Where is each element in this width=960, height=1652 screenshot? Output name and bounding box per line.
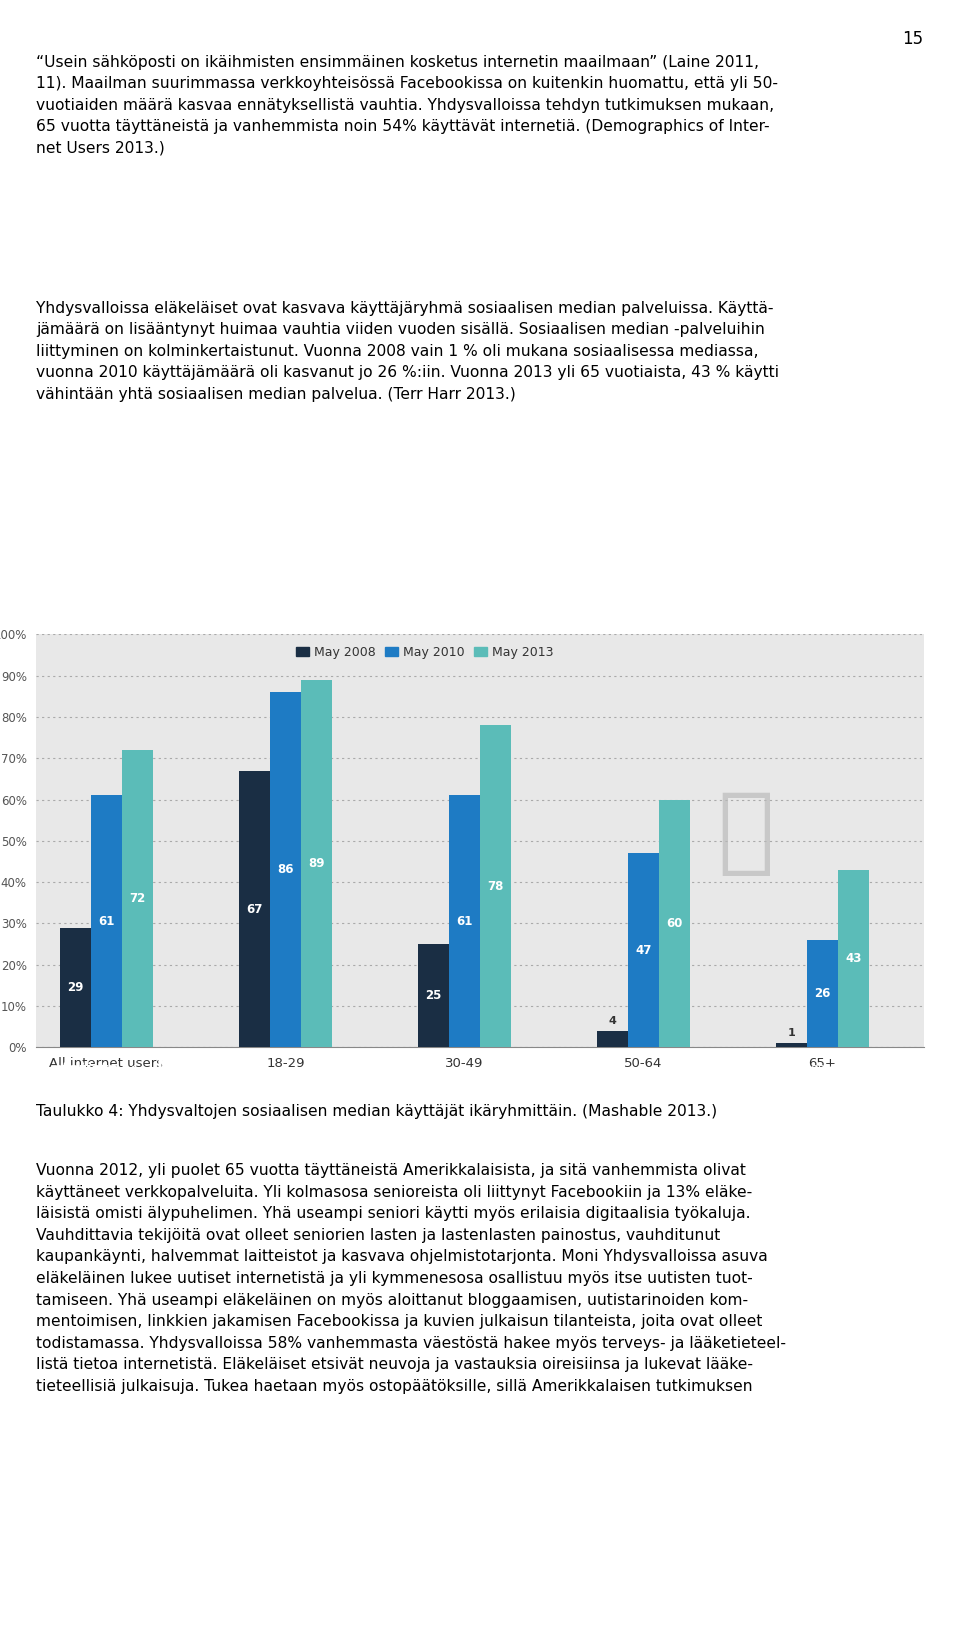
Bar [270, 692, 301, 1047]
Text: 89: 89 [308, 857, 324, 871]
Text: U.S. Seniors Warm Up to Social Networking: U.S. Seniors Warm Up to Social Networkin… [59, 575, 536, 595]
Bar [597, 1031, 628, 1047]
Bar [449, 796, 480, 1047]
Text: 86: 86 [277, 864, 294, 876]
Bar [776, 1044, 806, 1047]
Bar [239, 770, 270, 1047]
Text: 61: 61 [456, 915, 472, 928]
Text: Source: Pew Research Center: Source: Pew Research Center [728, 1062, 901, 1075]
Text: 78: 78 [488, 881, 504, 892]
Text: ⚡: ⚡ [130, 1062, 138, 1075]
Legend: May 2008, May 2010, May 2013: May 2008, May 2010, May 2013 [291, 641, 559, 664]
Text: 47: 47 [636, 943, 652, 957]
Text: Mashable: Mashable [156, 1059, 246, 1077]
Bar [628, 852, 659, 1047]
Text: 1: 1 [787, 1028, 795, 1039]
Bar [418, 945, 449, 1047]
Text: 61: 61 [98, 915, 114, 928]
Text: statista: statista [53, 1062, 118, 1077]
Text: Taulukko 4: Yhdysvaltojen sosiaalisen median käyttäjät ikäryhmittäin. (Mashable : Taulukko 4: Yhdysvaltojen sosiaalisen me… [36, 1104, 718, 1118]
Bar [122, 750, 154, 1047]
Text: 15: 15 [902, 30, 924, 48]
Bar [806, 940, 838, 1047]
Text: 👍: 👍 [718, 786, 775, 879]
Bar [91, 796, 122, 1047]
Text: “Usein sähköposti on ikäihmisten ensimmäinen kosketus internetin maailmaan” (Lai: “Usein sähköposti on ikäihmisten ensimmä… [36, 55, 779, 155]
Bar [60, 928, 91, 1047]
Text: Yhdysvalloissa eläkeläiset ovat kasvava käyttäjäryhmä sosiaalisen median palvelu: Yhdysvalloissa eläkeläiset ovat kasvava … [36, 301, 780, 401]
Text: 43: 43 [846, 952, 862, 965]
Text: 67: 67 [246, 902, 262, 915]
Text: 60: 60 [666, 917, 683, 930]
Text: 25: 25 [425, 990, 442, 1003]
Text: 4: 4 [609, 1016, 616, 1026]
Bar [838, 869, 869, 1047]
Text: The Statistics Portal: The Statistics Portal [53, 1074, 135, 1084]
Text: % of adult internet users in the United States who use social networking sites, : % of adult internet users in the United … [59, 603, 538, 613]
Text: Vuonna 2012, yli puolet 65 vuotta täyttäneistä Amerikkalaisista, ja sitä vanhemm: Vuonna 2012, yli puolet 65 vuotta täyttä… [36, 1163, 786, 1394]
Bar [659, 800, 690, 1047]
Text: 26: 26 [814, 988, 830, 999]
Bar [301, 681, 332, 1047]
Text: 72: 72 [130, 892, 146, 905]
Text: 29: 29 [67, 981, 84, 995]
Bar [480, 725, 511, 1047]
